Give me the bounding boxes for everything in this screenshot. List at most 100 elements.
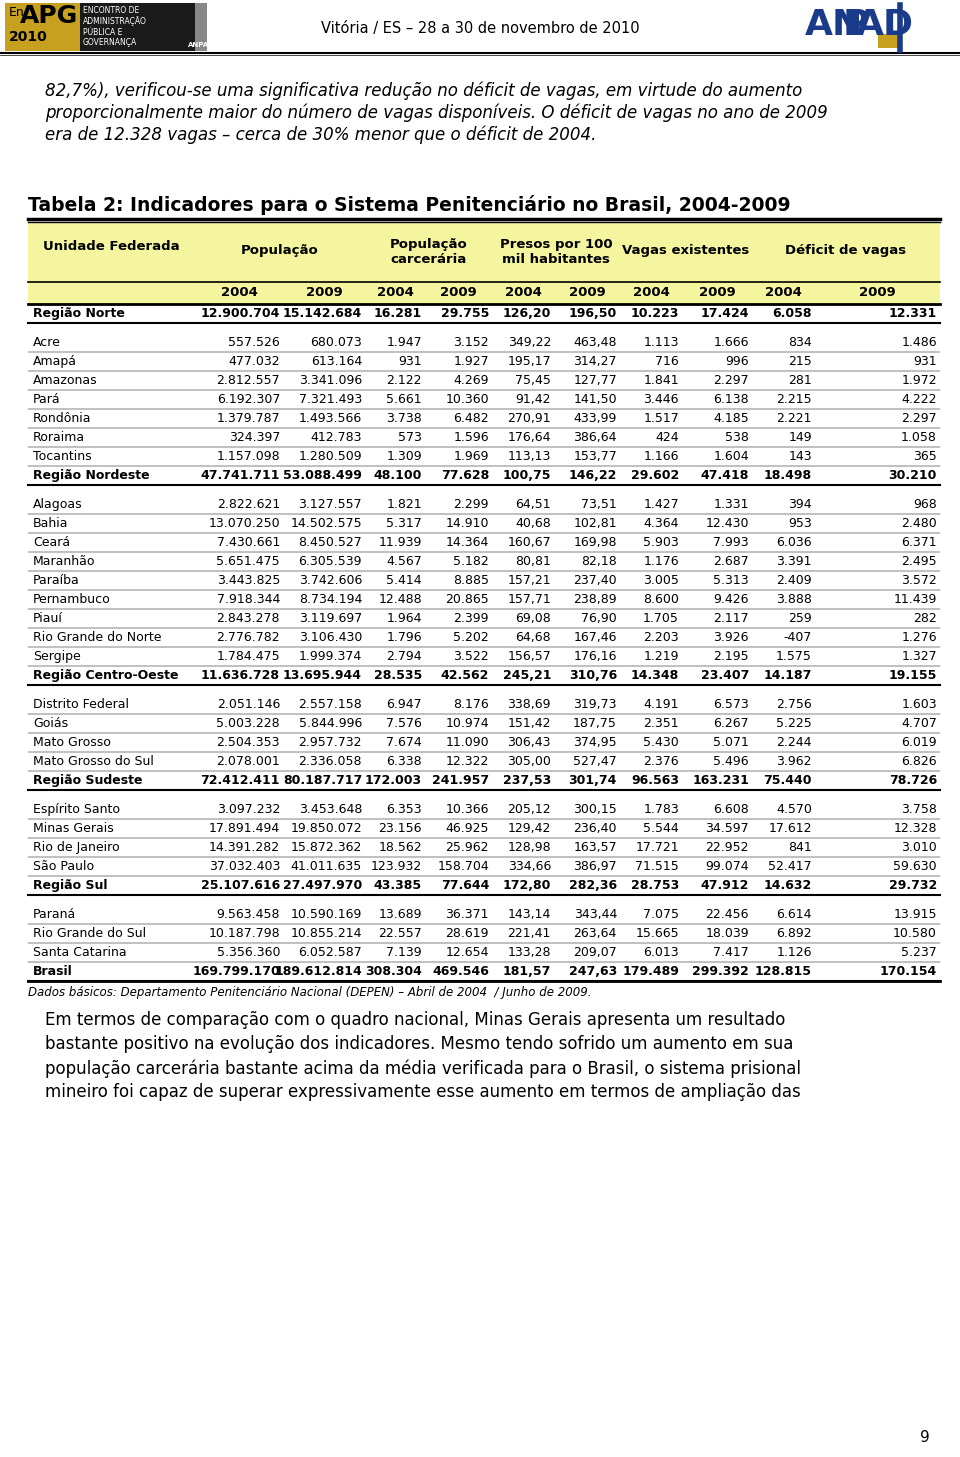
Text: 143: 143 [788,450,812,463]
Text: 163.231: 163.231 [692,774,749,787]
Text: 128,98: 128,98 [508,841,551,854]
Text: 247,63: 247,63 [568,965,617,978]
Text: 9.426: 9.426 [713,593,749,606]
Text: 2004: 2004 [221,286,257,299]
Text: 59.630: 59.630 [894,860,937,873]
Text: 169,98: 169,98 [573,536,617,549]
Text: 22.557: 22.557 [378,927,422,940]
Text: 42.562: 42.562 [441,669,489,682]
Text: 8.450.527: 8.450.527 [299,536,362,549]
Text: 129,42: 129,42 [508,822,551,835]
Text: 12.322: 12.322 [445,755,489,768]
Text: 1.427: 1.427 [643,498,679,511]
Text: 2.221: 2.221 [777,412,812,425]
Bar [28,962,940,981]
Bar [28,800,940,819]
Text: 5.844.996: 5.844.996 [299,717,362,730]
Text: 319,73: 319,73 [573,698,617,711]
Text: 238,89: 238,89 [573,593,617,606]
Text: 12.488: 12.488 [378,593,422,606]
Text: 4.269: 4.269 [453,374,489,388]
Text: 2.812.557: 2.812.557 [216,374,280,388]
Text: 82,18: 82,18 [581,555,617,568]
Text: 2.078.001: 2.078.001 [216,755,280,768]
Text: 72.412.411: 72.412.411 [201,774,280,787]
Text: 557.526: 557.526 [228,337,280,350]
Text: Mato Grosso do Sul: Mato Grosso do Sul [33,755,154,768]
Text: 5.003.228: 5.003.228 [216,717,280,730]
Text: 196,50: 196,50 [568,307,617,321]
Text: População: População [241,243,319,256]
Text: 5.225: 5.225 [777,717,812,730]
Text: 1.796: 1.796 [386,631,422,644]
Text: 127,77: 127,77 [573,374,617,388]
Text: 2004: 2004 [505,286,541,299]
Text: Minas Gerais: Minas Gerais [33,822,113,835]
Text: 102,81: 102,81 [573,517,617,530]
Text: Vagas existentes: Vagas existentes [622,243,750,256]
Text: ENCONTRO DE
ADMINISTRAÇÃO
PÚBLICA E
GOVERNANÇA: ENCONTRO DE ADMINISTRAÇÃO PÚBLICA E GOVE… [83,6,147,47]
Text: 80,81: 80,81 [516,555,551,568]
Text: 7.430.661: 7.430.661 [217,536,280,549]
Text: 1.176: 1.176 [643,555,679,568]
Bar [28,905,940,924]
Text: 1.999.374: 1.999.374 [299,650,362,663]
Text: 2.376: 2.376 [643,755,679,768]
Text: 6.192.307: 6.192.307 [217,393,280,407]
Text: 64,51: 64,51 [516,498,551,511]
Text: Sergipe: Sergipe [33,650,81,663]
Bar [28,466,940,485]
Text: Região Centro-Oeste: Região Centro-Oeste [33,669,179,682]
Text: 22.456: 22.456 [706,908,749,921]
Text: 6.947: 6.947 [386,698,422,711]
Text: 11.439: 11.439 [894,593,937,606]
Text: 5.313: 5.313 [713,574,749,587]
Text: 6.614: 6.614 [777,908,812,921]
Bar [28,334,940,353]
Text: 1.166: 1.166 [643,450,679,463]
Text: 100,75: 100,75 [502,469,551,482]
Text: 334,66: 334,66 [508,860,551,873]
Text: 613.164: 613.164 [311,356,362,369]
Text: 4.707: 4.707 [901,717,937,730]
Text: 1.280.509: 1.280.509 [299,450,362,463]
Text: Região Sudeste: Região Sudeste [33,774,142,787]
Text: 2.336.058: 2.336.058 [299,755,362,768]
Text: 96.563: 96.563 [631,774,679,787]
Text: 365: 365 [913,450,937,463]
Text: 7.321.493: 7.321.493 [299,393,362,407]
Text: 10.366: 10.366 [445,803,489,816]
Text: 151,42: 151,42 [508,717,551,730]
Text: 237,40: 237,40 [573,574,617,587]
Text: 22.952: 22.952 [706,841,749,854]
Text: 10.974: 10.974 [445,717,489,730]
Text: 931: 931 [913,356,937,369]
Text: 15.665: 15.665 [636,927,679,940]
Text: 2.297: 2.297 [901,412,937,425]
Text: APG: APG [20,4,79,28]
Text: Rio Grande do Norte: Rio Grande do Norte [33,631,161,644]
Text: 64,68: 64,68 [516,631,551,644]
Text: 14.502.575: 14.502.575 [290,517,362,530]
Text: En: En [9,6,25,19]
Text: 14.348: 14.348 [631,669,679,682]
Bar [28,876,940,895]
Text: 8.176: 8.176 [453,698,489,711]
Text: 4.364: 4.364 [643,517,679,530]
Text: 2009: 2009 [699,286,735,299]
Text: 172,80: 172,80 [503,879,551,892]
Text: era de 12.328 vagas – cerca de 30% menor que o déficit de 2004.: era de 12.328 vagas – cerca de 30% menor… [45,125,596,144]
Text: 3.106.430: 3.106.430 [299,631,362,644]
Text: 4.570: 4.570 [776,803,812,816]
Text: São Paulo: São Paulo [33,860,94,873]
Text: 221,41: 221,41 [508,927,551,940]
Text: 80.187.717: 80.187.717 [283,774,362,787]
Text: 3.742.606: 3.742.606 [299,574,362,587]
Text: 2.117: 2.117 [713,612,749,625]
Text: 29.755: 29.755 [441,307,489,321]
Text: 5.317: 5.317 [386,517,422,530]
Text: 6.305.539: 6.305.539 [299,555,362,568]
Text: 386,97: 386,97 [573,860,617,873]
Text: 20.865: 20.865 [445,593,489,606]
Text: 5.237: 5.237 [901,946,937,959]
